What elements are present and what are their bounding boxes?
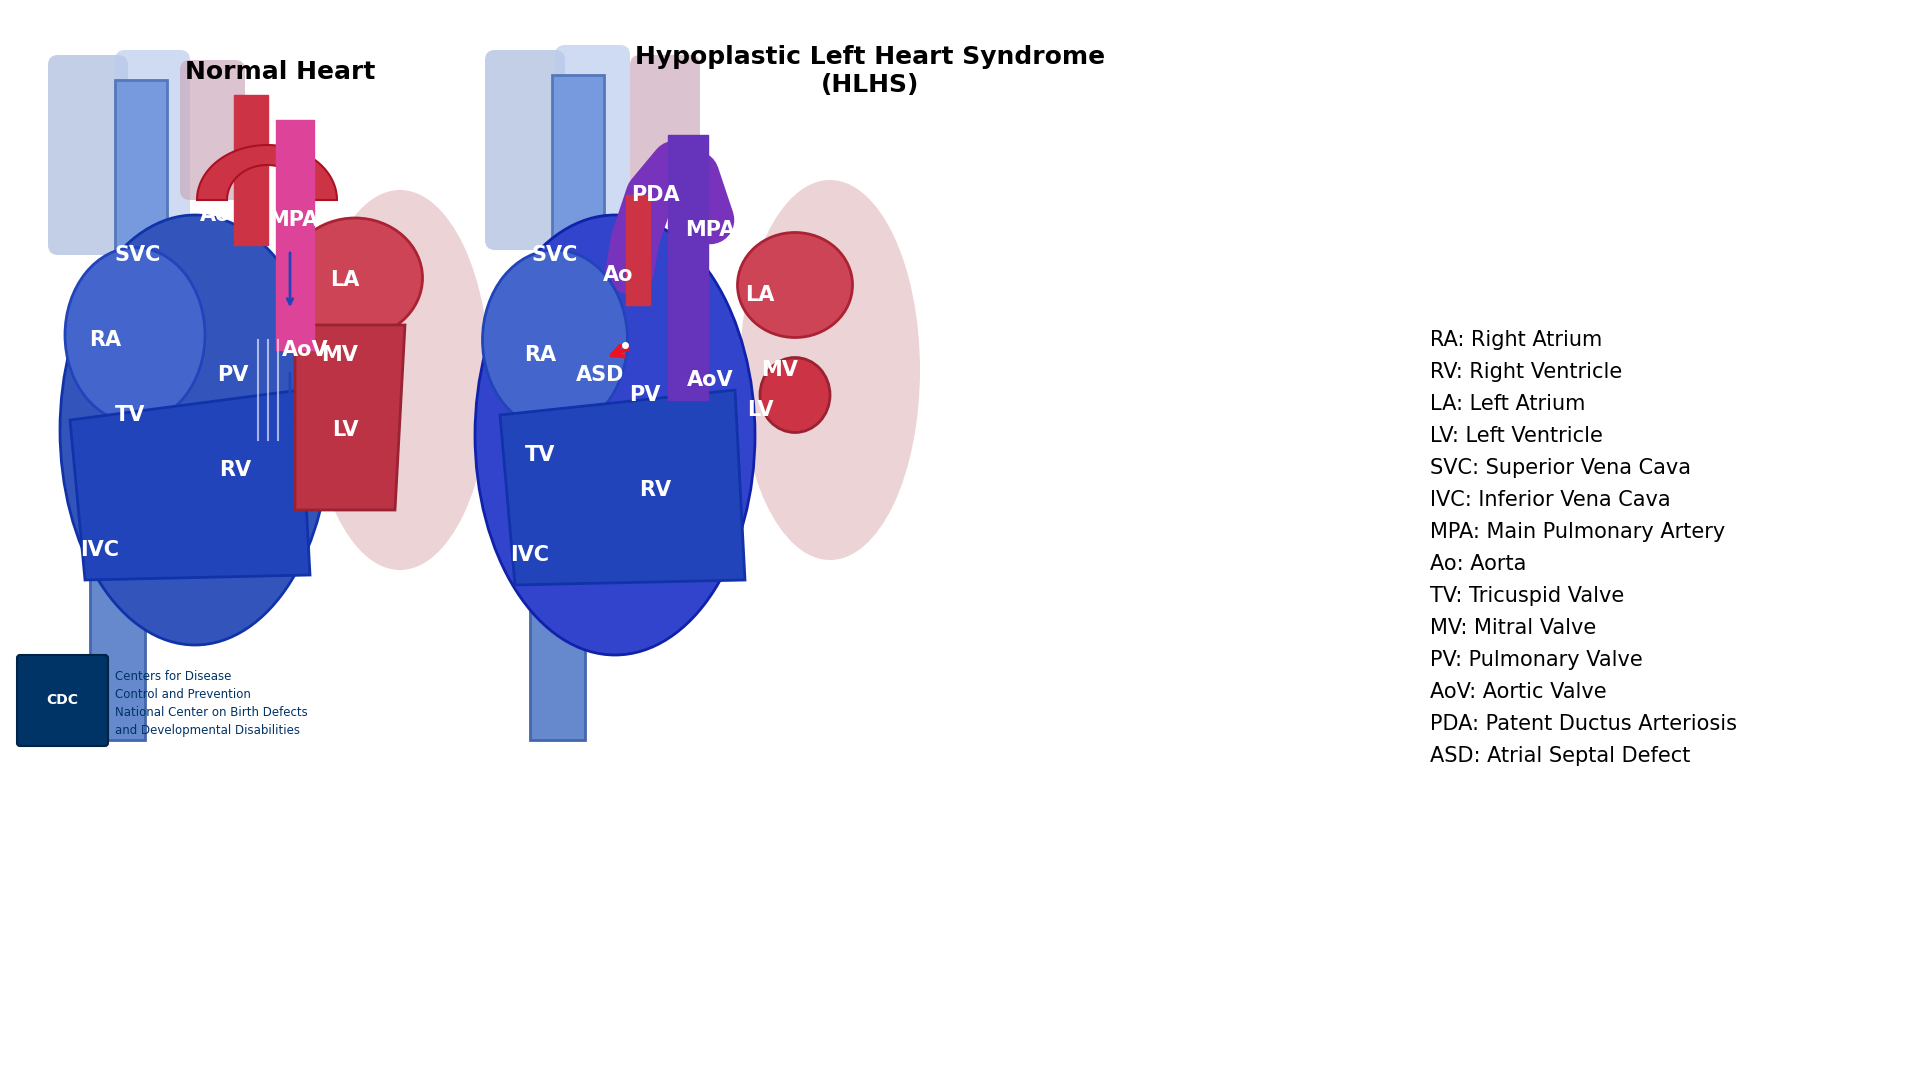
Text: MPA: Main Pulmonary Artery: MPA: Main Pulmonary Artery	[1430, 522, 1726, 542]
Text: MPA: MPA	[685, 220, 735, 240]
Text: PDA: PDA	[630, 185, 680, 205]
Text: PV: Pulmonary Valve: PV: Pulmonary Valve	[1430, 650, 1644, 670]
FancyBboxPatch shape	[48, 55, 129, 255]
Text: LV: Left Ventricle: LV: Left Ventricle	[1430, 426, 1603, 446]
Text: Centers for Disease
Control and Prevention
National Center on Birth Defects
and : Centers for Disease Control and Preventi…	[115, 670, 307, 737]
Polygon shape	[499, 390, 745, 585]
Ellipse shape	[65, 247, 205, 422]
Text: Hypoplastic Left Heart Syndrome
(HLHS): Hypoplastic Left Heart Syndrome (HLHS)	[636, 45, 1106, 97]
Text: TV: TV	[115, 405, 146, 426]
Text: RV: Right Ventricle: RV: Right Ventricle	[1430, 362, 1622, 382]
Ellipse shape	[739, 180, 920, 561]
Text: RA: RA	[524, 345, 557, 365]
Text: SVC: SVC	[115, 245, 161, 265]
Text: AoV: AoV	[282, 340, 328, 360]
Ellipse shape	[482, 249, 628, 430]
Text: IVC: Inferior Vena Cava: IVC: Inferior Vena Cava	[1430, 490, 1670, 510]
Text: IVC: IVC	[81, 540, 119, 561]
Text: RV: RV	[639, 480, 672, 500]
Ellipse shape	[760, 357, 829, 432]
Ellipse shape	[737, 232, 852, 337]
Text: CDC: CDC	[46, 693, 79, 707]
Text: RA: RA	[88, 330, 121, 350]
Ellipse shape	[309, 190, 490, 570]
Bar	[115, 80, 167, 310]
Ellipse shape	[474, 215, 755, 654]
Text: PDA: Patent Ductus Arteriosis: PDA: Patent Ductus Arteriosis	[1430, 714, 1738, 734]
Polygon shape	[296, 325, 405, 510]
Text: ASD: ASD	[576, 365, 624, 384]
Text: MV: Mitral Valve: MV: Mitral Valve	[1430, 618, 1596, 638]
Polygon shape	[198, 145, 338, 200]
Text: ASD: Atrial Septal Defect: ASD: Atrial Septal Defect	[1430, 746, 1690, 766]
Text: RA: Right Atrium: RA: Right Atrium	[1430, 330, 1603, 350]
Text: MV: MV	[762, 360, 799, 380]
Text: LV: LV	[747, 400, 774, 420]
Ellipse shape	[60, 215, 330, 645]
Ellipse shape	[288, 218, 422, 338]
Text: RV: RV	[219, 460, 252, 480]
Bar	[530, 540, 586, 740]
Text: TV: Tricuspid Valve: TV: Tricuspid Valve	[1430, 586, 1624, 606]
FancyBboxPatch shape	[630, 55, 701, 205]
Text: SVC: SVC	[532, 245, 578, 265]
FancyBboxPatch shape	[555, 45, 630, 265]
Text: PV: PV	[630, 384, 660, 405]
FancyBboxPatch shape	[486, 50, 564, 249]
Bar	[90, 540, 146, 740]
Text: MPA: MPA	[269, 210, 319, 230]
Text: TV: TV	[524, 445, 555, 465]
FancyBboxPatch shape	[17, 654, 108, 746]
Text: LA: LA	[745, 285, 774, 305]
Text: Normal Heart: Normal Heart	[184, 60, 374, 84]
Text: MV: MV	[321, 345, 359, 365]
Text: Ao: Aorta: Ao: Aorta	[1430, 554, 1526, 573]
Text: PV: PV	[217, 365, 250, 384]
Polygon shape	[69, 390, 309, 580]
Text: AoV: AoV	[687, 370, 733, 390]
Bar	[553, 75, 605, 315]
Text: LV: LV	[332, 420, 359, 440]
Text: IVC: IVC	[511, 545, 549, 565]
Text: LA: LA	[330, 270, 359, 291]
FancyBboxPatch shape	[115, 50, 190, 270]
Text: LA: Left Atrium: LA: Left Atrium	[1430, 394, 1586, 414]
Text: Ao: Ao	[200, 205, 230, 225]
Text: Ao: Ao	[603, 265, 634, 285]
Text: SVC: Superior Vena Cava: SVC: Superior Vena Cava	[1430, 458, 1692, 478]
FancyBboxPatch shape	[180, 60, 246, 200]
Text: AoV: Aortic Valve: AoV: Aortic Valve	[1430, 681, 1607, 702]
